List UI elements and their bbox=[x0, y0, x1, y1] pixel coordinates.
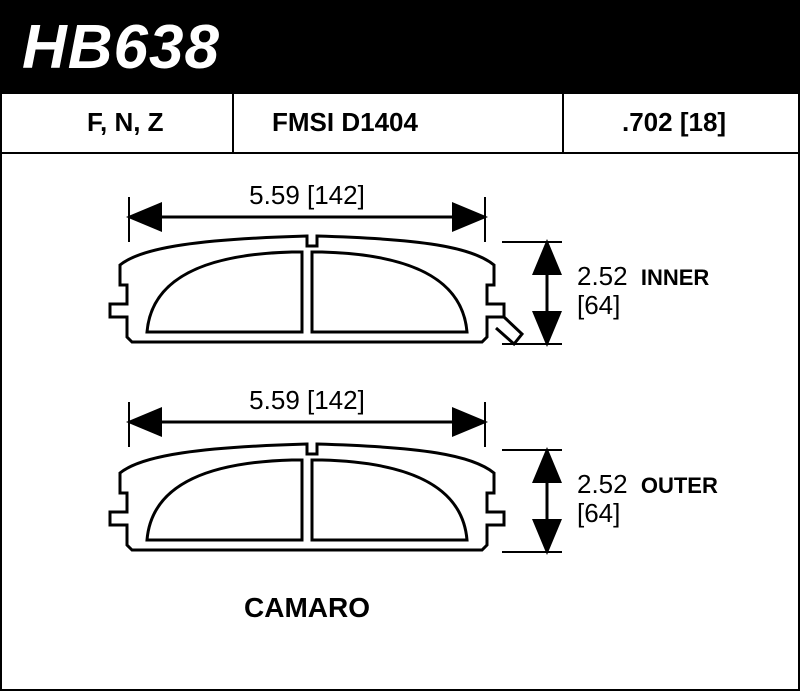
inner-height-main: 2.52 bbox=[577, 261, 628, 291]
outer-height-main: 2.52 bbox=[577, 469, 628, 499]
drawing-layer bbox=[2, 2, 800, 691]
inner-width-label: 5.59 [142] bbox=[207, 180, 407, 211]
outer-height-sub: [64] bbox=[577, 499, 718, 528]
vehicle-label: CAMARO bbox=[207, 592, 407, 624]
diagram-page: HB638 F, N, Z FMSI D1404 .702 [18] bbox=[0, 0, 800, 691]
outer-width-label: 5.59 [142] bbox=[207, 385, 407, 416]
inner-height-sub: [64] bbox=[577, 291, 709, 320]
outer-side-label: OUTER bbox=[641, 473, 718, 498]
inner-height-label: 2.52 INNER [64] bbox=[577, 262, 709, 319]
inner-side-label: INNER bbox=[641, 265, 709, 290]
outer-height-label: 2.52 OUTER [64] bbox=[577, 470, 718, 527]
